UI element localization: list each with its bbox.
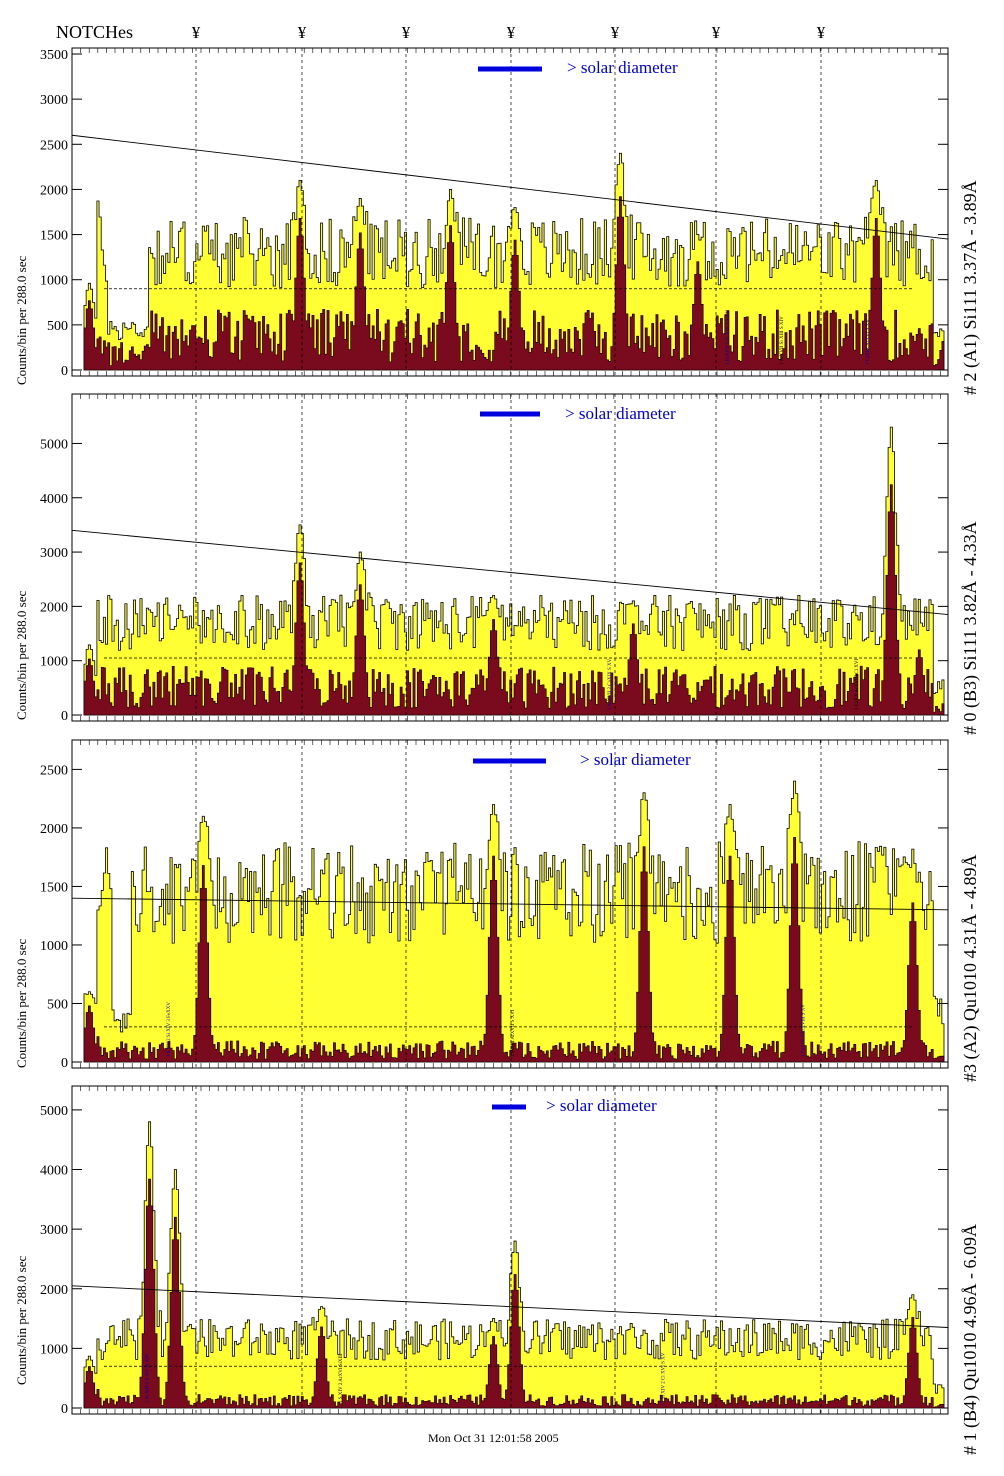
notch-mark: ¥ — [712, 23, 721, 42]
line-id-annotation: 1 SiXIII ArXVII S XVI — [511, 1009, 516, 1057]
panel-title: # 1 (B4) Qu1010 4.96Å - 6.09Å — [960, 1224, 981, 1455]
y-tick-label: 3000 — [40, 1223, 68, 1238]
line-id-annotation: 1 Si XIII 2 S XV Si XIV — [146, 1353, 151, 1403]
y-tick-label: 4000 — [40, 1164, 68, 1179]
series-background-subtracted — [83, 1178, 945, 1409]
y-tick-label: 0 — [61, 1402, 68, 1417]
series-total-histogram — [83, 1121, 945, 1409]
y-tick-label: 1500 — [40, 880, 68, 895]
plot-frame — [71, 739, 949, 1069]
trend-line — [71, 134, 949, 240]
series-total-histogram — [83, 426, 945, 716]
timestamp-footer: Mon Oct 31 12:01:58 2005 — [428, 1431, 559, 1445]
line-id-annotation: 1 ArXVII 2 CaXIX S XV — [608, 658, 613, 710]
y-tick-label: 4000 — [40, 492, 68, 507]
y-tick-label: 2500 — [40, 763, 68, 778]
legend-solar-diameter: > solar diameter — [580, 750, 691, 769]
series-background-subtracted — [83, 196, 945, 371]
y-tick-label: 2000 — [40, 1283, 68, 1298]
line-id-annotation: 1 CaXX ArXVIII Cl XVI — [855, 659, 860, 710]
y-tick-label: 1000 — [40, 939, 68, 954]
line-id-annotation: 1 Si XIV 2 Cl XVI S XV — [662, 1352, 667, 1403]
y-axis-label: Counts/bin per 288.0 sec — [14, 1256, 29, 1385]
legend-solar-diameter: > solar diameter — [546, 1096, 657, 1115]
notch-mark: ¥ — [298, 23, 307, 42]
y-tick-label: 500 — [47, 319, 68, 334]
trend-line — [71, 1285, 949, 1328]
y-tick-label: 2000 — [40, 822, 68, 837]
plot-frame — [71, 47, 949, 377]
y-tick-label: 0 — [61, 709, 68, 724]
notches-label: NOTCHes — [56, 22, 133, 42]
notch-marks: ¥ ¥ ¥ ¥ ¥ ¥ ¥ — [192, 23, 826, 42]
series-background-subtracted — [83, 836, 945, 1063]
panel-title: # 2 (A1) Si111 3.37Å - 3.89Å — [960, 180, 981, 395]
notch-mark: ¥ — [507, 23, 516, 42]
plot-frame — [71, 1085, 949, 1415]
trend-line — [71, 529, 949, 615]
y-tick-label: 3500 — [40, 48, 68, 63]
y-tick-label: 1500 — [40, 229, 68, 244]
line-id-annotation: 1 ArXVII Si XIII S XIV — [780, 316, 785, 365]
y-tick-label: 2500 — [40, 138, 68, 153]
trend-line — [71, 897, 949, 911]
legend-solar-diameter: > solar diameter — [565, 404, 676, 423]
y-axis-label: Counts/bin per 288.0 sec — [14, 939, 29, 1068]
y-tick-label: 0 — [61, 364, 68, 379]
notch-mark: ¥ — [817, 23, 826, 42]
panel-b4: Counts/bin per 288.0 sec # 1 (B4) Qu1010… — [14, 1085, 981, 1455]
y-tick-label: 3000 — [40, 93, 68, 108]
line-id-annotation: 1 CaXIX 2 ArXVIII S XV — [801, 1004, 806, 1057]
notch-mark: ¥ — [611, 23, 620, 42]
legend-solar-diameter: > solar diameter — [567, 58, 678, 77]
panel-b3: Counts/bin per 288.0 sec # 0 (B3) Si111 … — [14, 393, 981, 735]
panel-title: #3 (A2) Qu1010 4.31Å - 4.89Å — [960, 855, 981, 1082]
series-background-subtracted — [83, 484, 945, 716]
y-tick-label: 2000 — [40, 183, 68, 198]
notch-mark: ¥ — [402, 23, 411, 42]
y-axis-label: Counts/bin per 288.0 sec — [14, 591, 29, 720]
plot-frame — [71, 393, 949, 722]
panel-a2: Counts/bin per 288.0 sec #3 (A2) Qu1010 … — [14, 739, 981, 1082]
y-tick-label: 5000 — [40, 437, 68, 452]
y-tick-label: 2000 — [40, 600, 68, 615]
y-tick-label: 5000 — [40, 1104, 68, 1119]
y-tick-label: 500 — [47, 997, 68, 1012]
y-tick-label: 1000 — [40, 274, 68, 289]
notch-mark: ¥ — [192, 23, 201, 42]
line-id-annotation: 1 S XIV 2 ArXVI SiXIII — [339, 1353, 344, 1403]
panel-title: # 0 (B3) Si111 3.82Å - 4.33Å — [960, 521, 981, 735]
line-id-annotation: 1 FeXXV 2 Si XIV 3 S XV — [726, 310, 731, 365]
line-id-annotation: 1 CaXIX ArXVI S XV — [866, 319, 871, 365]
panel-a1: Counts/bin per 288.0 sec # 2 (A1) Si111 … — [14, 47, 981, 395]
y-tick-label: 1000 — [40, 655, 68, 670]
y-tick-label: 0 — [61, 1056, 68, 1071]
y-tick-label: 1000 — [40, 1342, 68, 1357]
y-axis-label: Counts/bin per 288.0 sec — [14, 256, 29, 385]
line-id-annotation: 1 S XV 2 Si XIV 3 FeXXV — [167, 1002, 172, 1057]
y-tick-label: 3000 — [40, 546, 68, 561]
